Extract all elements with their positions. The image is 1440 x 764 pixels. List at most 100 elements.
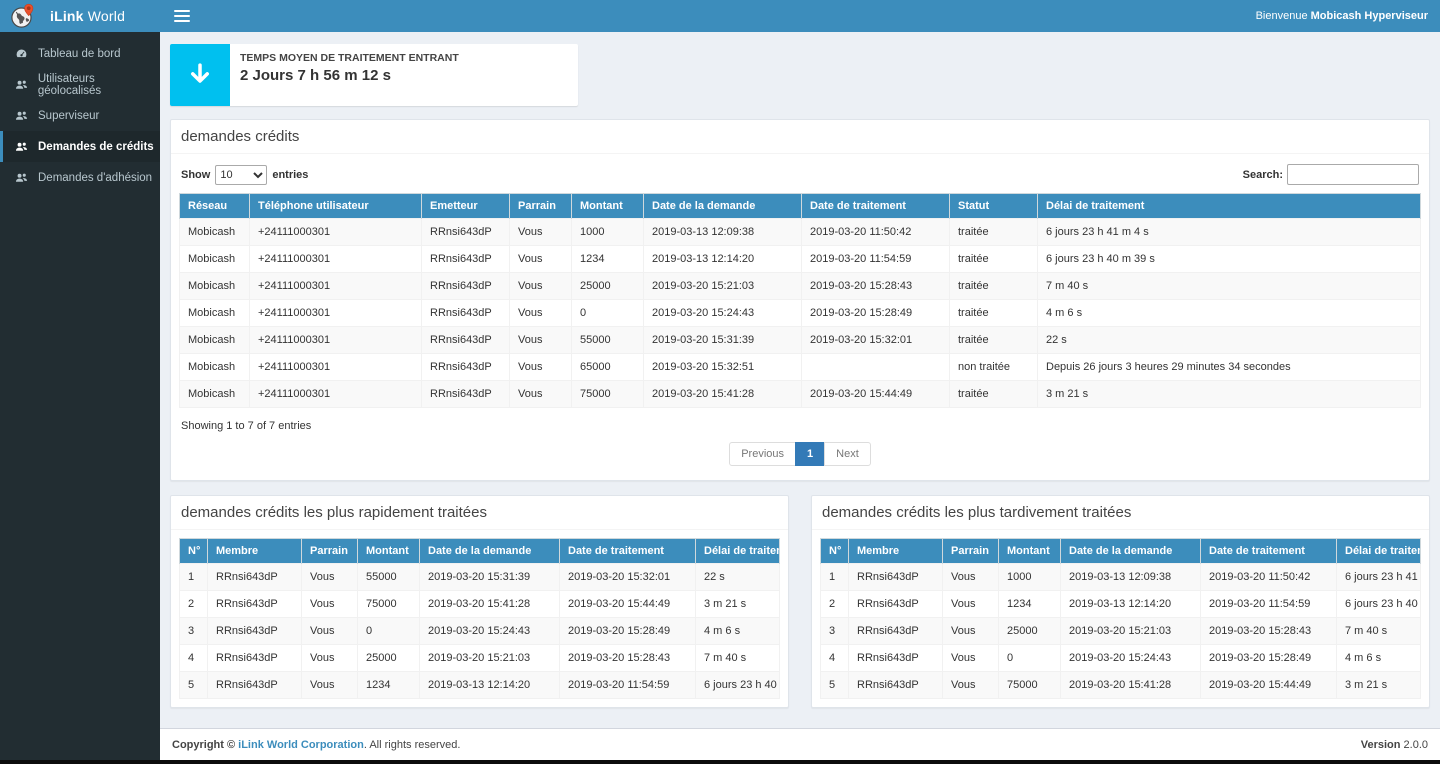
table-cell: Depuis 26 jours 3 heures 29 minutes 34 s… bbox=[1038, 354, 1421, 381]
slowest-table: N°MembreParrainMontantDate de la demande… bbox=[820, 538, 1421, 699]
table-cell: 1 bbox=[821, 564, 849, 591]
table-cell: RRnsi643dP bbox=[422, 381, 510, 408]
column-header[interactable]: Date de la demande bbox=[644, 194, 802, 219]
table-cell: 1000 bbox=[572, 219, 644, 246]
table-row: 3RRnsi643dPVous250002019-03-20 15:21:032… bbox=[821, 618, 1421, 645]
table-cell: RRnsi643dP bbox=[208, 564, 302, 591]
table-cell: 2019-03-13 12:09:38 bbox=[644, 219, 802, 246]
table-cell: +24111000301 bbox=[250, 381, 422, 408]
previous-page-button[interactable]: Previous bbox=[729, 442, 796, 466]
column-header[interactable]: N° bbox=[180, 539, 208, 564]
table-cell: 2019-03-20 15:31:39 bbox=[644, 327, 802, 354]
page-1-button[interactable]: 1 bbox=[795, 442, 825, 466]
table-cell: Vous bbox=[302, 645, 358, 672]
table-cell: RRnsi643dP bbox=[422, 354, 510, 381]
table-cell: 2019-03-13 12:14:20 bbox=[420, 672, 560, 699]
table-cell: 2019-03-20 15:28:49 bbox=[560, 618, 696, 645]
table-cell: traitée bbox=[950, 219, 1038, 246]
sidebar-item-superviseur[interactable]: Superviseur bbox=[0, 100, 160, 131]
table-cell: 2019-03-20 15:21:03 bbox=[1061, 618, 1201, 645]
column-header[interactable]: Délai de traitement bbox=[1337, 539, 1421, 564]
table-cell: Mobicash bbox=[180, 219, 250, 246]
table-cell: 2019-03-20 15:32:51 bbox=[644, 354, 802, 381]
table-row: 3RRnsi643dPVous02019-03-20 15:24:432019-… bbox=[180, 618, 780, 645]
table-cell: traitée bbox=[950, 327, 1038, 354]
sidebar-item-demandes-d-adh-sion[interactable]: Demandes d'adhésion bbox=[0, 162, 160, 193]
table-cell: RRnsi643dP bbox=[208, 672, 302, 699]
app-logo[interactable]: iLink World bbox=[0, 0, 160, 32]
fastest-table: N°MembreParrainMontantDate de la demande… bbox=[179, 538, 780, 699]
table-cell: +24111000301 bbox=[250, 219, 422, 246]
column-header[interactable]: Membre bbox=[849, 539, 943, 564]
table-cell: 55000 bbox=[572, 327, 644, 354]
table-cell: Vous bbox=[943, 591, 999, 618]
sidebar-item-tableau-de-bord[interactable]: Tableau de bord bbox=[0, 38, 160, 69]
column-header[interactable]: Date de la demande bbox=[1061, 539, 1201, 564]
column-header[interactable]: Montant bbox=[572, 194, 644, 219]
credits-table: RéseauTéléphone utilisateurEmetteurParra… bbox=[179, 193, 1421, 408]
table-cell: 2019-03-20 11:54:59 bbox=[560, 672, 696, 699]
table-cell: 1234 bbox=[572, 246, 644, 273]
column-header[interactable]: Réseau bbox=[180, 194, 250, 219]
table-row: 5RRnsi643dPVous750002019-03-20 15:41:282… bbox=[821, 672, 1421, 699]
company-link[interactable]: iLink World Corporation bbox=[238, 739, 364, 751]
column-header[interactable]: N° bbox=[821, 539, 849, 564]
sidebar-item-utilisateurs-g-olocalis-s[interactable]: Utilisateurs géolocalisés bbox=[0, 69, 160, 100]
sidebar-item-demandes-de-cr-dits[interactable]: Demandes de crédits bbox=[0, 131, 160, 162]
table-cell: 0 bbox=[358, 618, 420, 645]
table-cell: +24111000301 bbox=[250, 354, 422, 381]
column-header[interactable]: Délai de traitement bbox=[696, 539, 780, 564]
table-cell: traitée bbox=[950, 300, 1038, 327]
table-cell: 4 m 6 s bbox=[696, 618, 780, 645]
column-header[interactable]: Date de traitement bbox=[1201, 539, 1337, 564]
table-cell: 6 jours 23 h 40 m 39 s bbox=[1337, 591, 1421, 618]
column-header[interactable]: Parrain bbox=[510, 194, 572, 219]
column-header[interactable]: Montant bbox=[358, 539, 420, 564]
table-cell: 25000 bbox=[999, 618, 1061, 645]
table-row: Mobicash+24111000301RRnsi643dPVous650002… bbox=[180, 354, 1421, 381]
table-cell: Mobicash bbox=[180, 300, 250, 327]
column-header[interactable]: Montant bbox=[999, 539, 1061, 564]
table-row: Mobicash+24111000301RRnsi643dPVous750002… bbox=[180, 381, 1421, 408]
table-cell: 2019-03-20 15:28:43 bbox=[1201, 618, 1337, 645]
table-cell: 2019-03-13 12:09:38 bbox=[1061, 564, 1201, 591]
version-text: Version 2.0.0 bbox=[1361, 739, 1428, 751]
welcome-text: Bienvenue Mobicash Hyperviseur bbox=[1256, 10, 1428, 22]
column-header[interactable]: Délai de traitement bbox=[1038, 194, 1421, 219]
table-cell: 1 bbox=[180, 564, 208, 591]
fastest-box: demandes crédits les plus rapidement tra… bbox=[170, 495, 789, 708]
table-cell: Mobicash bbox=[180, 327, 250, 354]
fastest-box-title: demandes crédits les plus rapidement tra… bbox=[171, 496, 788, 530]
search-input[interactable] bbox=[1287, 164, 1419, 185]
table-cell: Vous bbox=[510, 273, 572, 300]
table-cell: RRnsi643dP bbox=[422, 246, 510, 273]
table-cell: 3 m 21 s bbox=[696, 591, 780, 618]
column-header[interactable]: Statut bbox=[950, 194, 1038, 219]
table-info: Showing 1 to 7 of 7 entries bbox=[179, 408, 1421, 432]
column-header[interactable]: Date de traitement bbox=[560, 539, 696, 564]
table-cell: +24111000301 bbox=[250, 300, 422, 327]
column-header[interactable]: Parrain bbox=[302, 539, 358, 564]
column-header[interactable]: Parrain bbox=[943, 539, 999, 564]
table-cell: 2019-03-20 15:28:49 bbox=[1201, 645, 1337, 672]
credits-box-title: demandes crédits bbox=[171, 120, 1429, 154]
table-cell: 2019-03-20 15:24:43 bbox=[420, 618, 560, 645]
table-cell: 3 m 21 s bbox=[1038, 381, 1421, 408]
column-header[interactable]: Date de la demande bbox=[420, 539, 560, 564]
dashboard-icon bbox=[15, 47, 31, 60]
credits-box: demandes crédits Show 10 entries Search:… bbox=[170, 119, 1430, 481]
table-cell: 25000 bbox=[358, 645, 420, 672]
top-navbar: Bienvenue Mobicash Hyperviseur bbox=[160, 0, 1440, 32]
page-length-select[interactable]: 10 bbox=[215, 165, 267, 185]
column-header[interactable]: Date de traitement bbox=[802, 194, 950, 219]
table-cell: +24111000301 bbox=[250, 246, 422, 273]
column-header[interactable]: Emetteur bbox=[422, 194, 510, 219]
app-title: iLink World bbox=[50, 8, 125, 24]
column-header[interactable]: Téléphone utilisateur bbox=[250, 194, 422, 219]
table-cell: 2019-03-13 12:14:20 bbox=[1061, 591, 1201, 618]
sidebar-toggle-icon[interactable] bbox=[174, 10, 190, 22]
table-cell: non traitée bbox=[950, 354, 1038, 381]
table-cell: 2019-03-20 11:54:59 bbox=[1201, 591, 1337, 618]
column-header[interactable]: Membre bbox=[208, 539, 302, 564]
next-page-button[interactable]: Next bbox=[824, 442, 871, 466]
